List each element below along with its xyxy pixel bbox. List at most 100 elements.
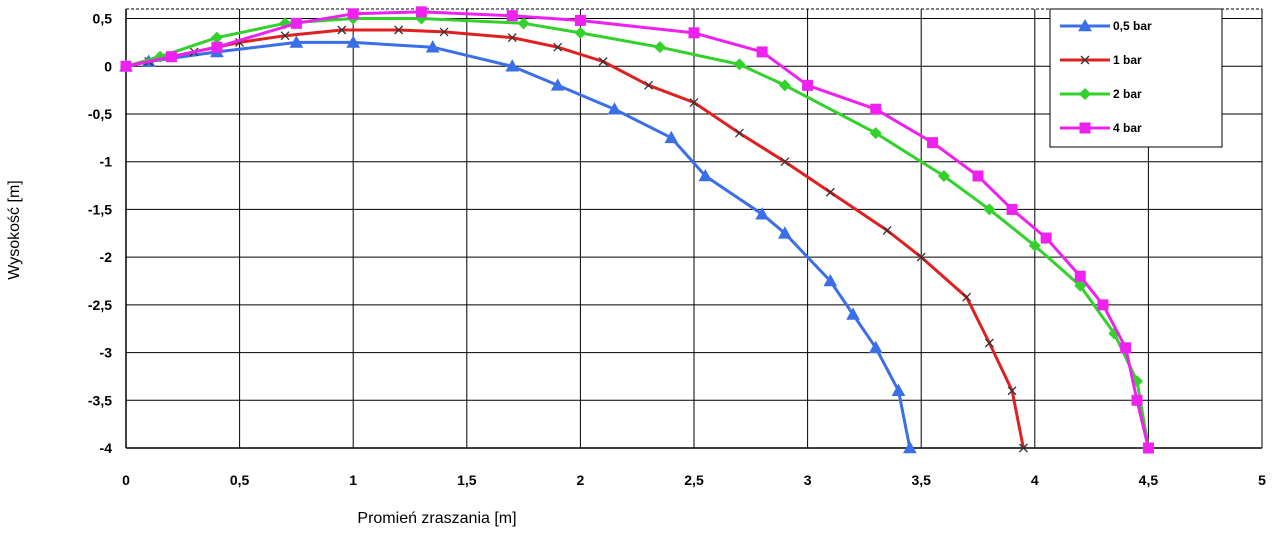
data-point — [653, 41, 666, 54]
data-point — [505, 59, 520, 72]
data-point — [755, 207, 770, 220]
y-tick-label: -2,5 — [88, 297, 112, 313]
series-layer — [119, 6, 1155, 454]
data-point — [550, 78, 565, 91]
data-point — [347, 8, 359, 20]
legend-item: 0,5 bar — [1060, 18, 1152, 33]
x-tick-label: 2,5 — [684, 472, 704, 488]
legend-marker — [1080, 55, 1090, 65]
data-point — [1074, 270, 1086, 282]
data-point — [1131, 394, 1143, 406]
data-point — [983, 203, 996, 216]
data-point — [846, 307, 860, 320]
data-point — [1097, 299, 1109, 311]
x-tick-label: 4,5 — [1139, 472, 1159, 488]
data-point — [1120, 342, 1132, 354]
data-point — [1074, 279, 1087, 292]
data-point — [984, 338, 994, 348]
y-tick-label: 0,5 — [93, 11, 113, 27]
y-tick-label: -3 — [100, 345, 113, 361]
legend-item: 4 bar — [1060, 121, 1142, 135]
legend: 0,5 bar 1 bar 2 bar 4 bar — [1049, 8, 1223, 148]
data-point — [734, 128, 744, 138]
data-point — [210, 31, 223, 44]
legend-label: 2 bar — [1113, 87, 1142, 101]
data-point — [689, 98, 699, 107]
data-point — [868, 340, 883, 354]
data-point — [778, 79, 791, 92]
y-tick-label: -0,5 — [88, 106, 112, 122]
data-point — [1142, 442, 1154, 454]
legend-item: 2 bar — [1060, 87, 1142, 101]
data-point — [506, 10, 518, 22]
data-point — [1006, 203, 1018, 215]
data-point — [870, 103, 882, 115]
y-tick-label: -2 — [100, 249, 113, 265]
data-point — [120, 60, 132, 72]
data-point — [688, 27, 700, 39]
data-point — [439, 27, 449, 37]
legend-marker — [1079, 88, 1091, 100]
x-tick-label: 5 — [1258, 472, 1266, 488]
legend-label: 4 bar — [1113, 121, 1142, 135]
data-point — [664, 130, 679, 144]
series-1 — [119, 35, 917, 454]
y-tick-label: -1,5 — [88, 201, 112, 217]
data-point — [517, 17, 530, 30]
data-point — [802, 79, 814, 91]
data-point — [598, 57, 608, 66]
legend-label: 1 bar — [1113, 53, 1142, 67]
data-point — [778, 226, 792, 239]
x-tick-label: 1 — [349, 472, 357, 488]
legend-label: 0,5 bar — [1113, 19, 1152, 33]
data-point — [902, 440, 917, 454]
legend-item: 1 bar — [1060, 53, 1142, 67]
data-point — [733, 58, 746, 71]
data-point — [891, 383, 906, 397]
data-point — [882, 225, 892, 235]
data-point — [290, 17, 302, 29]
data-point — [607, 102, 622, 115]
data-point — [1007, 386, 1017, 396]
x-tick-label: 1,5 — [457, 472, 477, 488]
x-tick-label: 2 — [577, 472, 585, 488]
data-point — [972, 170, 984, 182]
legend-marker — [1079, 122, 1091, 134]
y-tick-label: 0 — [104, 58, 112, 74]
data-point — [337, 25, 347, 35]
data-point — [698, 168, 713, 182]
x-tick-label: 3 — [804, 472, 812, 488]
data-point — [165, 51, 177, 63]
legend-box — [1049, 8, 1223, 148]
x-tick-label: 4 — [1031, 472, 1039, 488]
tick-labels: 0 0,5 1 1,5 2 2,5 3 3,5 4 4,5 5 0,5 0 -0,5 -1 -1,5 -2 -2,… — [88, 11, 1266, 488]
y-tick-label: -4 — [100, 440, 113, 456]
x-tick-label: 0,5 — [230, 472, 250, 488]
data-point — [425, 40, 440, 53]
data-point — [574, 26, 587, 39]
data-point — [280, 31, 290, 41]
data-point — [644, 80, 654, 90]
data-point — [1040, 232, 1052, 244]
data-point — [825, 187, 835, 197]
legend-marker — [1078, 18, 1092, 32]
series-line — [125, 40, 912, 449]
data-point — [289, 35, 304, 48]
data-point — [507, 33, 517, 43]
data-point — [415, 6, 427, 18]
data-point — [394, 25, 404, 35]
y-tick-label: -3,5 — [88, 392, 112, 408]
x-axis-title: Promień zraszania [m] — [357, 510, 516, 527]
data-point — [823, 273, 838, 287]
data-point — [346, 35, 361, 48]
series-4 — [120, 6, 1154, 454]
x-tick-label: 0 — [122, 472, 130, 488]
series-2 — [121, 25, 1028, 453]
series-line — [125, 28, 1025, 449]
y-tick-label: -1 — [100, 154, 113, 170]
y-axis-title: Wysokość [m] — [6, 180, 23, 279]
data-point — [574, 14, 586, 26]
data-point — [553, 42, 563, 52]
